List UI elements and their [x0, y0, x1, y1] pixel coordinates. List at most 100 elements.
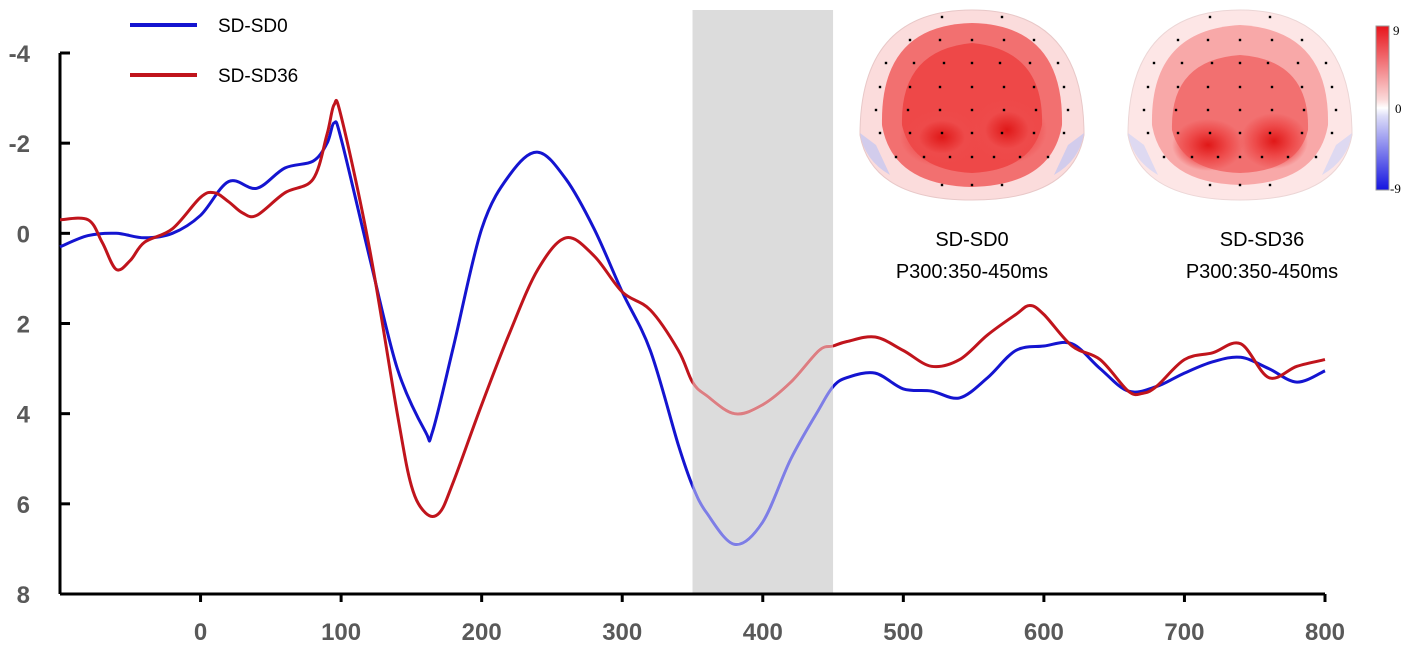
electrode-dot [1238, 155, 1242, 159]
electrode-dot [992, 155, 996, 159]
series-line-sd-sd36 [59, 98, 1326, 519]
electrode-dot [912, 61, 916, 65]
electrode-dot [908, 85, 912, 89]
electrode-dot [1300, 38, 1304, 42]
legend-label: SD-SD36 [218, 66, 298, 87]
electrode-dot [1002, 108, 1006, 112]
electrode-dot [1142, 108, 1146, 112]
electrode-dot [970, 85, 974, 89]
y-tick-label: 6 [17, 492, 30, 519]
topomap-caption-1-window: P300:350-450ms [896, 261, 1048, 283]
electrode-dot [1174, 108, 1178, 112]
y-tick-label: 2 [17, 312, 30, 339]
electrode-dot [906, 108, 910, 112]
series-layer [59, 98, 1326, 547]
electrode-dot [970, 183, 974, 187]
electrode-dot [1062, 131, 1066, 135]
electrode-dot [1300, 131, 1304, 135]
electrode-dot [942, 61, 946, 65]
colorbar-gradient [1375, 25, 1390, 191]
electrode-dot [1046, 155, 1050, 159]
x-tick-label: 100 [321, 619, 361, 645]
colorbar-max-label: 9 [1393, 23, 1400, 38]
electrode-dot [908, 131, 912, 135]
electrode-dot [1210, 61, 1214, 65]
topomap-caption-2-window: P300:350-450ms [1186, 261, 1338, 283]
electrode-dot [1028, 61, 1032, 65]
electrode-dot [1208, 131, 1212, 135]
electrode-dot [970, 38, 974, 42]
electrode-dot [1330, 131, 1334, 135]
electrode-dot [1066, 108, 1070, 112]
electrode-dot [970, 131, 974, 135]
colorbar: 9 0 -9 [1375, 23, 1402, 196]
electrode-dot [1286, 155, 1290, 159]
y-ticks: -4 -2 0 2 4 6 8 [9, 41, 70, 609]
y-tick-label: -2 [9, 131, 30, 158]
x-tick-label: 400 [743, 619, 783, 645]
electrode-dot [884, 61, 888, 65]
electrode-dot [878, 131, 882, 135]
colorbar-mid-label: 0 [1395, 101, 1402, 116]
topomap-sd-sd36 [1127, 9, 1353, 201]
y-tick-label: 8 [17, 582, 30, 609]
axes: -4 -2 0 2 4 6 8 0 100 200 300 400 500 600 700 800 [9, 41, 1345, 645]
topomap-caption-1-name: SD-SD0 [935, 229, 1008, 251]
electrode-dot [1000, 15, 1004, 19]
electrode-dot [922, 155, 926, 159]
electrode-dot [970, 108, 974, 112]
electrode-dot [1034, 108, 1038, 112]
electrode-dot [1314, 155, 1318, 159]
electrode-dot [1180, 61, 1184, 65]
electrode-dot [1238, 108, 1242, 112]
electrode-dot [1266, 61, 1270, 65]
electrode-dot [1238, 38, 1242, 42]
electrode-dot [970, 155, 974, 159]
electrode-dot [1146, 131, 1150, 135]
electrode-dot [1238, 183, 1242, 187]
electrode-dot [1162, 155, 1166, 159]
electrode-dot [938, 38, 942, 42]
electrode-dot [1176, 85, 1180, 89]
electrode-dot [1062, 85, 1066, 89]
electrode-dot [1268, 183, 1272, 187]
x-tick-label: 200 [462, 619, 502, 645]
x-tick-label: 300 [602, 619, 642, 645]
electrode-dot [1176, 131, 1180, 135]
electrode-dot [998, 61, 1002, 65]
electrode-dot [1206, 85, 1210, 89]
electrode-dot [1000, 131, 1004, 135]
electrode-dot [1330, 85, 1334, 89]
x-tick-label: 600 [1024, 619, 1064, 645]
electrode-dot [1300, 85, 1304, 89]
electrode-dot [1238, 131, 1242, 135]
legend: SD-SD0 SD-SD36 [130, 16, 298, 87]
electrode-dot [1270, 85, 1274, 89]
electrode-dot [1268, 131, 1272, 135]
colorbar-min-label: -9 [1390, 181, 1401, 196]
electrode-dot [1296, 61, 1300, 65]
electrode-dot [1270, 108, 1274, 112]
electrode-dot [1002, 38, 1006, 42]
electrode-dot [1032, 38, 1036, 42]
electrode-dot [1002, 85, 1006, 89]
electrode-dot [1208, 183, 1212, 187]
electrode-dot [940, 183, 944, 187]
y-tick-label: -4 [9, 41, 31, 68]
electrode-dot [1152, 61, 1156, 65]
electrode-dot [1270, 38, 1274, 42]
electrode-dot [1032, 131, 1036, 135]
electrode-dot [940, 15, 944, 19]
electrode-dot [1056, 61, 1060, 65]
electrode-dot [938, 85, 942, 89]
electrode-dot [1268, 15, 1272, 19]
electrode-dot [1018, 155, 1022, 159]
electrode-dot [1216, 155, 1220, 159]
y-tick-label: 0 [17, 221, 30, 248]
electrode-dot [874, 108, 878, 112]
x-tick-label: 800 [1305, 619, 1345, 645]
y-tick-label: 4 [17, 402, 31, 429]
electrode-dot [1206, 108, 1210, 112]
electrode-dot [1000, 183, 1004, 187]
electrode-dot [1260, 155, 1264, 159]
